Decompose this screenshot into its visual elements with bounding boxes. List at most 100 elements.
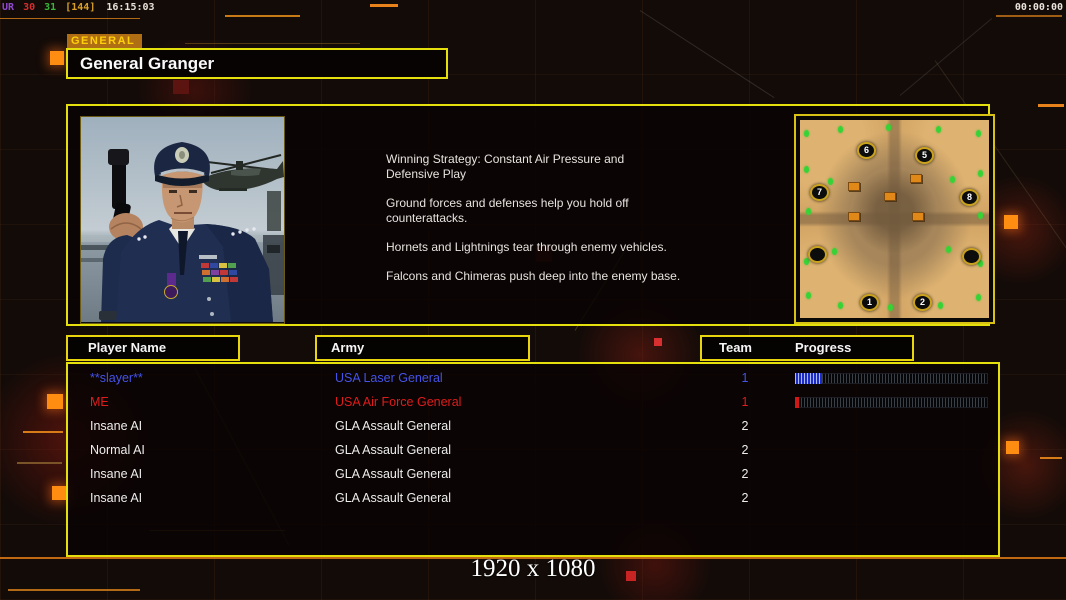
supply-dot bbox=[838, 302, 843, 309]
debug-overlay: UR 30 31 [144] 16:15:03 bbox=[2, 2, 158, 13]
header-progress-label: Progress bbox=[795, 340, 852, 355]
player-row: Insane AI GLA Assault General 2 bbox=[70, 414, 996, 438]
decor-line bbox=[23, 431, 63, 433]
map-structure bbox=[910, 174, 922, 183]
supply-dot bbox=[946, 246, 951, 253]
decor-square-red bbox=[626, 571, 636, 581]
decor-line bbox=[17, 462, 62, 464]
map-structure bbox=[848, 182, 860, 191]
header-army-label: Army bbox=[331, 340, 365, 355]
supply-dot bbox=[950, 176, 955, 183]
player-row: Insane AI GLA Assault General 2 bbox=[70, 486, 996, 510]
supply-dot bbox=[804, 130, 809, 137]
player-row: Normal AI GLA Assault General 2 bbox=[70, 438, 996, 462]
supply-dot bbox=[806, 208, 811, 215]
start-position-marker bbox=[808, 246, 827, 263]
strategy-paragraph: Ground forces and defenses help you hold… bbox=[386, 196, 629, 225]
player-name-cell: **slayer** bbox=[90, 371, 143, 385]
player-rows: **slayer** USA Laser General 1 ME USA Air Fo… bbox=[70, 366, 996, 553]
supply-dot bbox=[828, 178, 833, 185]
map-structure bbox=[912, 212, 924, 221]
supply-dot bbox=[804, 166, 809, 173]
general-portrait-art bbox=[81, 117, 284, 322]
general-tag: GENERAL bbox=[67, 34, 143, 49]
header-army: Army bbox=[315, 335, 530, 361]
supply-dot bbox=[978, 170, 983, 177]
player-row: **slayer** USA Laser General 1 bbox=[70, 366, 996, 390]
army-cell: GLA Assault General bbox=[335, 491, 452, 505]
general-name: General Granger bbox=[80, 54, 215, 73]
map-structure bbox=[848, 212, 860, 221]
army-cell: GLA Assault General bbox=[335, 419, 452, 433]
strategy-paragraph: Winning Strategy: Constant Air Pressure … bbox=[386, 152, 625, 181]
decor-square-red bbox=[654, 338, 662, 346]
resolution-label: 1920 x 1080 bbox=[470, 555, 596, 582]
strategy-paragraph: Hornets and Lightnings tear through enem… bbox=[386, 240, 667, 254]
supply-dot bbox=[976, 294, 981, 301]
decor-diagonal bbox=[899, 17, 993, 96]
header-team-progress: Team Progress bbox=[700, 335, 914, 361]
progress-fill bbox=[795, 373, 823, 384]
map-terrain: 6 5 7 8 1 2 bbox=[800, 120, 989, 318]
player-name-cell: Insane AI bbox=[90, 491, 143, 505]
supply-dot bbox=[938, 302, 943, 309]
army-cell: USA Air Force General bbox=[335, 395, 462, 409]
army-cell: GLA Assault General bbox=[335, 443, 452, 457]
start-position-marker: 8 bbox=[960, 189, 979, 206]
start-position-marker: 1 bbox=[860, 294, 879, 311]
player-name-cell: Insane AI bbox=[90, 467, 143, 481]
general-portrait bbox=[80, 116, 285, 324]
map-preview: 6 5 7 8 1 2 bbox=[794, 114, 995, 324]
supply-dot bbox=[832, 248, 837, 255]
match-timer: 00:00:00 bbox=[1014, 2, 1063, 13]
decor-line bbox=[996, 15, 1062, 17]
debug-clock: 16:15:03 bbox=[106, 2, 155, 13]
progress-bar bbox=[795, 397, 988, 408]
debug-val1: 30 bbox=[23, 2, 36, 13]
start-position-marker: 5 bbox=[915, 147, 934, 164]
strategy-text: Winning Strategy: Constant Air Pressure … bbox=[386, 152, 766, 298]
debug-val3: [144] bbox=[65, 2, 96, 13]
decor-square bbox=[1006, 441, 1019, 454]
decor-square bbox=[50, 51, 64, 65]
team-cell: 2 bbox=[741, 491, 749, 505]
team-cell: 1 bbox=[741, 371, 749, 385]
player-name-cell: Normal AI bbox=[90, 443, 145, 457]
map-structure bbox=[884, 192, 896, 201]
army-cell: GLA Assault General bbox=[335, 467, 452, 481]
header-player-name: Player Name bbox=[66, 335, 240, 361]
start-position-marker: 2 bbox=[913, 294, 932, 311]
header-player-name-label: Player Name bbox=[88, 340, 167, 355]
general-name-box: General Granger bbox=[66, 48, 448, 79]
player-name-cell: Insane AI bbox=[90, 419, 143, 433]
decor-square bbox=[1004, 215, 1018, 229]
supply-dot bbox=[936, 126, 941, 133]
team-cell: 2 bbox=[741, 443, 749, 457]
decor-line bbox=[185, 43, 360, 44]
decor-bottom-line bbox=[0, 557, 1066, 559]
decor-line bbox=[1038, 104, 1064, 107]
supply-dot bbox=[976, 130, 981, 137]
debug-val2: 31 bbox=[44, 2, 57, 13]
player-name-cell: ME bbox=[90, 395, 109, 409]
army-cell: USA Laser General bbox=[335, 371, 443, 385]
progress-fill bbox=[795, 397, 799, 408]
supply-dot bbox=[978, 260, 983, 267]
supply-dot bbox=[978, 212, 983, 219]
decor-square bbox=[52, 486, 66, 500]
decor-line bbox=[370, 4, 398, 7]
players-panel: **slayer** USA Laser General 1 ME USA Air Fo… bbox=[66, 362, 1000, 557]
supply-dot bbox=[886, 124, 891, 131]
start-position-marker: 7 bbox=[810, 184, 829, 201]
decor-square-darkred bbox=[173, 80, 189, 94]
strategy-paragraph: Falcons and Chimeras push deep into the … bbox=[386, 269, 681, 283]
team-cell: 2 bbox=[741, 419, 749, 433]
player-row: ME USA Air Force General 1 bbox=[70, 390, 996, 414]
decor-line bbox=[8, 589, 140, 591]
supply-dot bbox=[806, 292, 811, 299]
decor-line bbox=[1040, 457, 1062, 459]
progress-bar bbox=[795, 373, 988, 384]
decor-line bbox=[0, 18, 140, 19]
debug-label: UR bbox=[2, 2, 15, 13]
